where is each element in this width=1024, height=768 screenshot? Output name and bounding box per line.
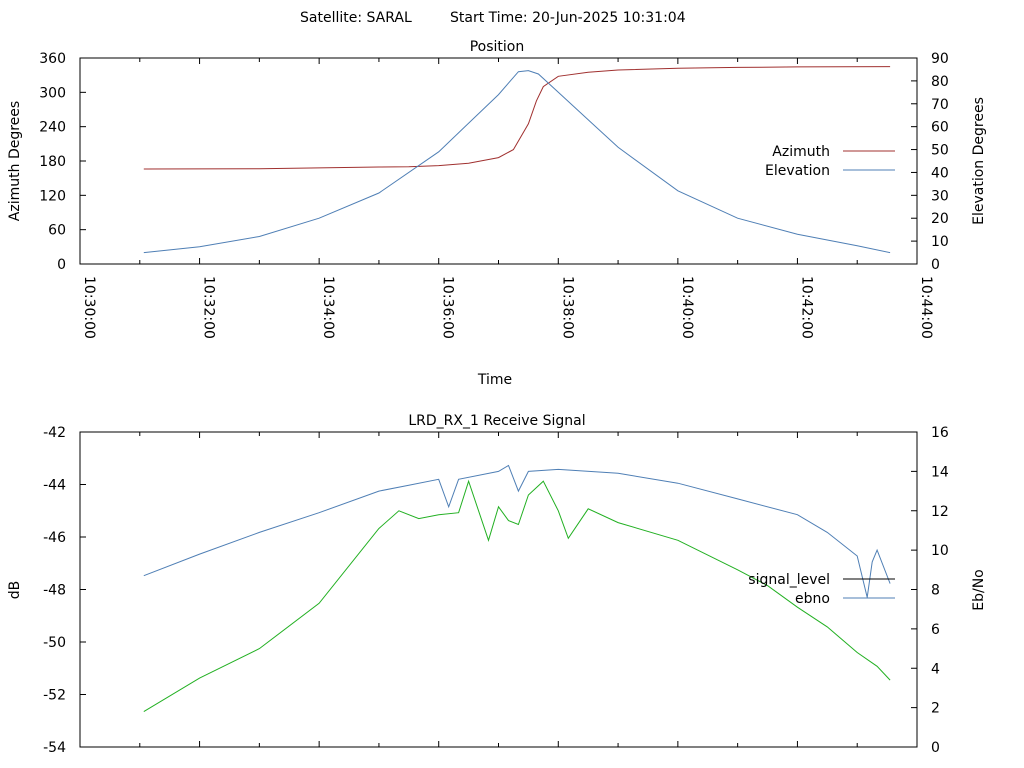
signal-chart: LRD_RX_1 Receive Signal -54-52-50-48-46-… — [7, 413, 987, 756]
position-y2-tick-label: 60 — [931, 120, 949, 136]
position-series — [143, 66, 891, 254]
position-x-tick-label: 10:34:00 — [320, 276, 336, 339]
position-y-axis-label: Azimuth Degrees — [7, 101, 23, 221]
signal-y2-tick-label: 4 — [931, 661, 940, 677]
legend-label-elevation: Elevation — [765, 163, 830, 179]
legend-label-signal-level: signal_level — [748, 572, 830, 588]
position-x-axis-label: Time — [477, 372, 512, 388]
position-chart-title: Position — [470, 39, 525, 55]
position-y2-tick-label: 10 — [931, 234, 949, 250]
position-y-tick-label: 0 — [57, 257, 66, 273]
signal-series-line-2 — [143, 479, 891, 713]
position-x-tick-label: 10:30:00 — [81, 276, 97, 339]
signal-y2-tick-label: 14 — [931, 464, 949, 480]
position-x-tick-label: 10:36:00 — [440, 276, 456, 339]
signal-y-tick-label: -54 — [43, 740, 66, 756]
signal-y-tick-label: -50 — [43, 635, 66, 651]
position-y2-tick-label: 80 — [931, 74, 949, 90]
signal-legend: signal_level ebno — [748, 572, 895, 607]
position-y-tick-label: 240 — [39, 120, 66, 136]
position-x-tick-label: 10:38:00 — [559, 276, 575, 339]
start-time-label: Start Time: 20-Jun-2025 10:31:04 — [450, 10, 686, 26]
signal-y2-tick-label: 6 — [931, 622, 940, 638]
position-y2-tick-label: 70 — [931, 97, 949, 113]
signal-y2-tick-label: 12 — [931, 504, 949, 520]
position-y-tick-label: 360 — [39, 51, 66, 67]
position-y2-tick-label: 50 — [931, 143, 949, 159]
signal-y2-tick-label: 2 — [931, 701, 940, 717]
signal-y-tick-label: -44 — [43, 478, 66, 494]
signal-y-tick-label: -42 — [43, 425, 66, 441]
position-chart: Position 0 60 120 180 240 300 360 0 10 20 30 40 50 60… — [7, 39, 987, 388]
position-y-tick-label: 300 — [39, 85, 66, 101]
legend-label-ebno: ebno — [795, 591, 830, 607]
position-y2-tick-label: 0 — [931, 257, 940, 273]
signal-y2-tick-label: 0 — [931, 740, 940, 756]
signal-series — [143, 464, 891, 713]
position-y2-tick-label: 90 — [931, 51, 949, 67]
signal-axis-ticks: -54 -52 -50 -48 -46 -44 -42 0 2 4 6 8 10 12 14 16 — [43, 425, 949, 756]
position-x-tick-label: 10:32:00 — [201, 276, 217, 339]
position-legend: Azimuth Elevation — [765, 144, 895, 179]
position-series-elevation — [143, 70, 891, 254]
signal-y-tick-label: -48 — [43, 583, 66, 599]
position-y2-tick-label: 30 — [931, 188, 949, 204]
position-y-tick-label: 180 — [39, 154, 66, 170]
position-y2-tick-label: 40 — [931, 165, 949, 181]
signal-y-tick-label: -52 — [43, 688, 66, 704]
signal-y2-tick-label: 16 — [931, 425, 949, 441]
position-y-tick-label: 120 — [39, 188, 66, 204]
position-axis-ticks: 0 60 120 180 240 300 360 0 10 20 30 40 50 60 70 80 90 10:… — [39, 51, 949, 339]
legend-label-azimuth: Azimuth — [772, 144, 830, 160]
satellite-label: Satellite: SARAL — [300, 10, 412, 26]
position-x-tick-label: 10:42:00 — [798, 276, 814, 339]
signal-y2-axis-label: Eb/No — [971, 569, 987, 611]
signal-chart-title: LRD_RX_1 Receive Signal — [408, 413, 585, 429]
signal-series-ebno — [143, 464, 891, 598]
signal-y2-tick-label: 8 — [931, 583, 940, 599]
position-x-tick-label: 10:44:00 — [918, 276, 934, 339]
position-y2-axis-label: Elevation Degrees — [971, 97, 987, 225]
position-x-tick-label: 10:40:00 — [679, 276, 695, 339]
signal-y-tick-label: -46 — [43, 530, 66, 546]
position-series-azimuth — [143, 66, 891, 170]
signal-y2-tick-label: 10 — [931, 543, 949, 559]
signal-y-axis-label: dB — [7, 581, 23, 600]
position-y2-tick-label: 20 — [931, 211, 949, 227]
signal-plot-frame — [79, 431, 918, 748]
position-y-tick-label: 60 — [48, 223, 66, 239]
